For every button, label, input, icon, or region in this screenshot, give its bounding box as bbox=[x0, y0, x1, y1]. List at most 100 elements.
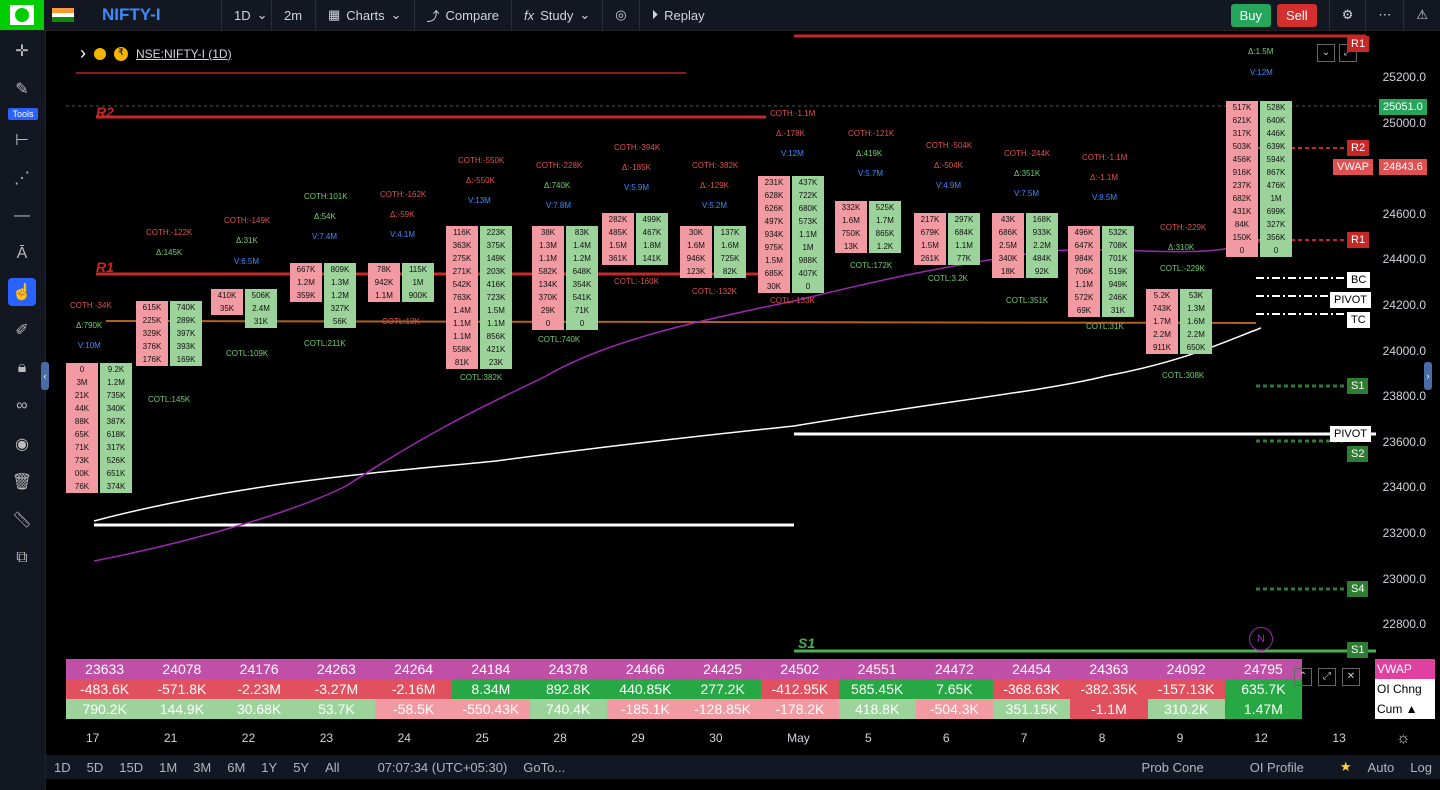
fork-icon[interactable]: ⊢ bbox=[15, 132, 29, 149]
footprint-cell: 246K bbox=[1102, 291, 1134, 304]
footprint-cell: 21K bbox=[66, 389, 98, 402]
buy-button[interactable]: Buy bbox=[1230, 3, 1271, 27]
bc-level: BC bbox=[1347, 272, 1371, 288]
range-button[interactable]: 6M bbox=[227, 759, 246, 775]
footprint-cell: 2.2M bbox=[1026, 239, 1058, 252]
pivot-level: PIVOT bbox=[1330, 292, 1372, 308]
footprint-cell: 3M bbox=[66, 376, 98, 389]
sell-button[interactable]: Sell bbox=[1277, 3, 1317, 27]
link-icon[interactable]: ∞ bbox=[16, 397, 28, 414]
pencil-icon[interactable]: ✎ bbox=[15, 81, 29, 98]
footprint-cell: 496K bbox=[1068, 226, 1100, 239]
crosshair-icon[interactable]: ✛ bbox=[15, 43, 29, 60]
footprint-cell: 116K bbox=[446, 226, 478, 239]
footprint-cell: 686K bbox=[992, 226, 1024, 239]
chevron-right-icon[interactable]: › bbox=[80, 43, 86, 63]
price-tick-label: 25200.0 bbox=[1382, 70, 1426, 84]
chart-annotation: COTL:211K bbox=[304, 339, 346, 348]
range-button[interactable]: 1Y bbox=[261, 759, 278, 775]
footprint-cell: 628K bbox=[758, 189, 790, 202]
symbol-name[interactable]: NIFTY-I bbox=[82, 0, 222, 30]
price-tick-label: 24600.0 bbox=[1382, 206, 1426, 221]
pattern-icon[interactable]: ⋰ bbox=[14, 170, 30, 187]
settings-button[interactable]: ⚙ bbox=[1328, 0, 1367, 30]
goto-button[interactable]: GoTo... bbox=[523, 759, 566, 775]
app-logo[interactable] bbox=[0, 0, 44, 30]
footprint-cell: 1.1M bbox=[446, 317, 478, 330]
sun-icon[interactable]: ☼ bbox=[1396, 730, 1411, 747]
range-button[interactable]: 1M bbox=[159, 759, 178, 775]
collapse-right-button[interactable]: › bbox=[1424, 362, 1432, 390]
chart-annotation: COTH:-229K bbox=[1160, 223, 1207, 232]
footprint-cell: 582K bbox=[532, 265, 564, 278]
alert-button[interactable]: ⚠ bbox=[1404, 0, 1440, 30]
eye-icon[interactable]: ◉ bbox=[15, 436, 29, 453]
range-button[interactable]: 15D bbox=[119, 759, 144, 775]
range-button[interactable]: 5Y bbox=[293, 759, 310, 775]
news-marker[interactable]: N bbox=[1249, 627, 1273, 651]
chart-canvas[interactable]: 0 9.2K 3M 1.2M 21K 735K 44K 340K 88K 387K 65K 618K 7… bbox=[46, 31, 1440, 658]
table-cell-vwap: 24176 bbox=[220, 659, 298, 679]
footprint-cell: 437K bbox=[792, 176, 824, 189]
footprint-cell: 916K bbox=[1226, 166, 1258, 179]
replay-button[interactable]: ⏵ Replay bbox=[640, 0, 717, 30]
camera-button[interactable]: ◎ bbox=[603, 0, 640, 30]
footprint-cell: 38K bbox=[532, 226, 564, 239]
log-button[interactable]: Log bbox=[1410, 759, 1432, 775]
price-axis[interactable]: 25200.025000.024800.024600.024400.024200… bbox=[1372, 31, 1440, 731]
footprint-cell: 77K bbox=[948, 252, 980, 265]
lock-icon[interactable]: 🔒︎ bbox=[17, 359, 27, 376]
time-axis[interactable]: 17 21 22 23 24 25 28 29 30 May 5 6 7 8 9 12 13 bbox=[46, 728, 1440, 750]
expand-icon[interactable]: ⤢ bbox=[1318, 668, 1336, 686]
ticker-label[interactable]: NSE:NIFTY-I (1D) bbox=[136, 46, 232, 61]
screenshot-icon[interactable]: ⧉ bbox=[16, 549, 28, 566]
footprint-cell: 541K bbox=[566, 291, 598, 304]
trash-icon[interactable]: 🗑︎ bbox=[11, 474, 33, 491]
close-icon[interactable]: ✕ bbox=[1342, 668, 1360, 686]
chart-annotation: Δ:31K bbox=[236, 236, 258, 245]
chart-annotation: COTH:-34K bbox=[70, 301, 112, 310]
chart-annotation: V:4.1M bbox=[390, 230, 416, 239]
study-dropdown[interactable]: fx Study ⌄ bbox=[512, 0, 604, 30]
chart-annotation: V:7.4M bbox=[312, 232, 338, 241]
text-icon[interactable]: Ā bbox=[16, 245, 28, 262]
collapse-chevron-icon[interactable]: ⌄ bbox=[1317, 44, 1335, 62]
chart-annotation: COTH:-149K bbox=[224, 216, 271, 225]
more-button[interactable]: ⋯ bbox=[1366, 0, 1405, 30]
ruler-icon[interactable]: 📏︎ bbox=[11, 512, 33, 529]
r2-chart-label: R2 bbox=[96, 104, 114, 120]
range-button[interactable]: All bbox=[325, 759, 340, 775]
hline-icon[interactable]: — bbox=[14, 207, 30, 224]
tools-label: Tools bbox=[8, 108, 38, 120]
auto-button[interactable]: Auto bbox=[1367, 759, 1395, 775]
star-icon[interactable]: ★ bbox=[1339, 759, 1352, 774]
charts-dropdown[interactable]: ▦ Charts ⌄ bbox=[316, 0, 415, 30]
chart-annotation: COTH:-162K bbox=[380, 190, 427, 199]
collapse-left-button[interactable]: ‹ bbox=[41, 362, 49, 390]
range-button[interactable]: 3M bbox=[193, 759, 212, 775]
footprint-cell: 650K bbox=[1180, 341, 1212, 354]
footprint-cell: 667K bbox=[290, 263, 322, 276]
sub-interval-button[interactable]: 2m bbox=[272, 0, 316, 30]
footprint-cell: 370K bbox=[532, 291, 564, 304]
prob-cone-button[interactable]: Prob Cone bbox=[1141, 759, 1204, 775]
interval-dropdown[interactable]: 1D ⌄ bbox=[222, 0, 272, 30]
collapse-up-icon[interactable]: ⌃ bbox=[1294, 668, 1312, 686]
brush-icon[interactable]: ✐ bbox=[15, 322, 29, 339]
table-cell-oi-chng: -368.63K bbox=[993, 679, 1071, 699]
table-row: -483.6K -571.8K -2.23M -3.27M -2.16M 8.34M 892… bbox=[66, 679, 1302, 699]
footprint-cell: 699K bbox=[1260, 205, 1292, 218]
tc-level: TC bbox=[1347, 312, 1370, 328]
replay-label: Replay bbox=[664, 7, 705, 23]
footprint-cell: 640K bbox=[1260, 114, 1292, 127]
range-button[interactable]: 5D bbox=[86, 759, 104, 775]
footprint-cell: 0 bbox=[792, 280, 824, 293]
footprint-cell: 5.2K bbox=[1146, 289, 1178, 302]
range-button[interactable]: 1D bbox=[54, 759, 71, 775]
footprint-cell: 81K bbox=[446, 356, 478, 369]
compare-button[interactable]: ⤴ Compare bbox=[415, 0, 512, 30]
chart-annotation: Δ:145K bbox=[156, 248, 183, 257]
hand-icon[interactable]: ☝ bbox=[8, 278, 36, 306]
table-cell-oi-chng: 440.85K bbox=[606, 679, 684, 699]
oi-profile-button[interactable]: OI Profile bbox=[1249, 759, 1304, 775]
